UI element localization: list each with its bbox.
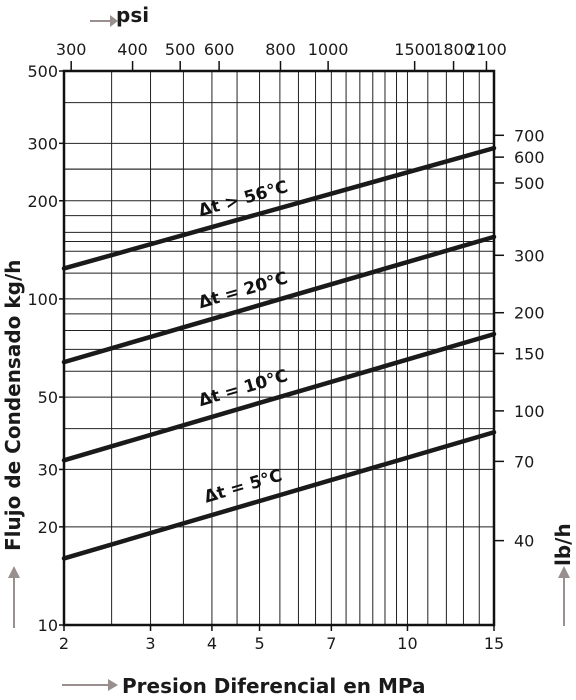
y-tick-label: 10: [38, 616, 58, 635]
x2-tick-label: 300: [56, 40, 87, 59]
x-tick-label: 7: [326, 634, 336, 653]
y2-axis-title: lb/h: [551, 523, 575, 566]
y2-tick-label: 100: [514, 402, 545, 421]
y-title-arrow: [8, 566, 20, 628]
x-tick-label: 2: [59, 634, 69, 653]
series-line: [61, 234, 497, 365]
x-axis-title: Presion Diferencial en MPa: [122, 674, 426, 698]
x2-tick-label: 1000: [308, 40, 349, 59]
tick-labels: 2 3 4 5 7 10 15 10 20 30 50 100 200 300 500 300 400 500 60…: [27, 40, 544, 653]
x-title-arrow: [62, 679, 118, 691]
y-tick-label: 50: [38, 388, 58, 407]
y2-tick-label: 600: [514, 148, 545, 167]
grid: [63, 70, 495, 626]
y2-tick-label: 150: [514, 344, 545, 363]
y2-tick-label: 70: [514, 452, 534, 471]
y-tick-label: 500: [27, 62, 58, 81]
series-label: Δt = 5°C: [202, 466, 285, 508]
y-tick-label: 200: [27, 192, 58, 211]
x2-tick-label: 2100: [466, 40, 507, 59]
series-line: [61, 331, 497, 463]
x2-tick-label: 600: [204, 40, 235, 59]
x2-tick-label: 500: [165, 40, 196, 59]
y2-tick-label: 200: [514, 304, 545, 323]
x-tick-label: 4: [207, 634, 217, 653]
x2-title-arrow: [90, 15, 118, 27]
y-axis-title: Flujo de Condensado kg/h: [1, 259, 25, 551]
series-line: [61, 145, 497, 271]
plot-frame: [62, 69, 496, 627]
y-tick-label: 30: [38, 460, 58, 479]
series-line: [61, 430, 497, 561]
series-lines: Δt > 56°C Δt = 20°C Δt = 10°C Δt = 5°C: [61, 145, 497, 561]
x2-tick-label: 400: [117, 40, 148, 59]
y-tick-label: 20: [38, 518, 58, 537]
y2-tick-label: 500: [514, 174, 545, 193]
y-tick-label: 100: [27, 290, 58, 309]
x2-tick-label: 1500: [394, 40, 435, 59]
y2-tick-label: 700: [514, 126, 545, 145]
x-tick-label: 3: [145, 634, 155, 653]
x-tick-label: 15: [484, 634, 504, 653]
y-tick-label: 300: [27, 134, 58, 153]
x2-tick-label: 1800: [433, 40, 474, 59]
x-tick-label: 5: [254, 634, 264, 653]
y2-tick-label: 300: [514, 246, 545, 265]
y2-tick-label: 40: [514, 532, 534, 551]
series-label: Δt > 56°C: [196, 177, 290, 221]
series-label: Δt = 20°C: [196, 268, 290, 313]
y2-title-arrow: [558, 566, 570, 626]
series-label: Δt = 10°C: [196, 366, 290, 411]
x-tick-label: 10: [397, 634, 417, 653]
x2-tick-label: 800: [265, 40, 296, 59]
x2-axis-title: psi: [116, 3, 149, 27]
